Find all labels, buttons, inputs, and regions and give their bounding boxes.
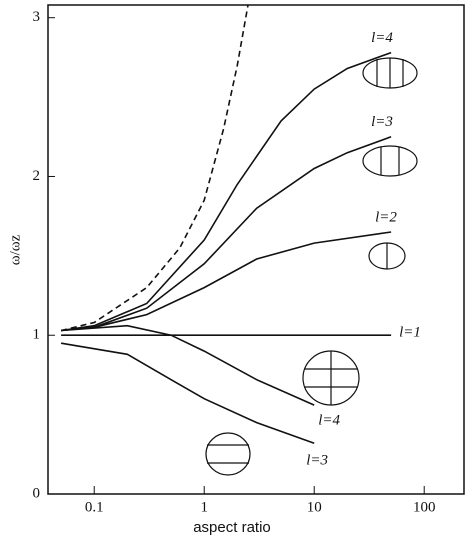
series-line (61, 324, 315, 406)
x-tick-label: 1 (200, 499, 208, 515)
y-tick-label: 0 (33, 485, 41, 501)
series-line (60, 342, 315, 444)
series-label: l=2 (375, 209, 397, 225)
x-tick-label: 10 (307, 499, 322, 515)
x-axis-label: aspect ratio (193, 519, 271, 536)
x-tick-label: 0.1 (85, 499, 104, 515)
plot-frame (47, 4, 465, 495)
y-axis-label: ω/ωz (7, 234, 23, 265)
y-tick-label: 1 (33, 327, 41, 343)
series-line (61, 231, 392, 332)
series-label: l=1 (399, 325, 421, 341)
series-line (60, 4, 249, 332)
y-tick-label: 2 (33, 168, 41, 184)
series-label: l=3 (371, 114, 393, 130)
series-label: l=3 (306, 453, 328, 469)
series-line (60, 51, 392, 332)
series-line (61, 136, 392, 332)
series-label: l=4 (371, 30, 393, 46)
y-tick-label: 3 (33, 9, 41, 25)
mode-icons (205, 57, 418, 476)
x-tick-label: 100 (413, 499, 436, 515)
series-label: l=4 (318, 413, 340, 429)
